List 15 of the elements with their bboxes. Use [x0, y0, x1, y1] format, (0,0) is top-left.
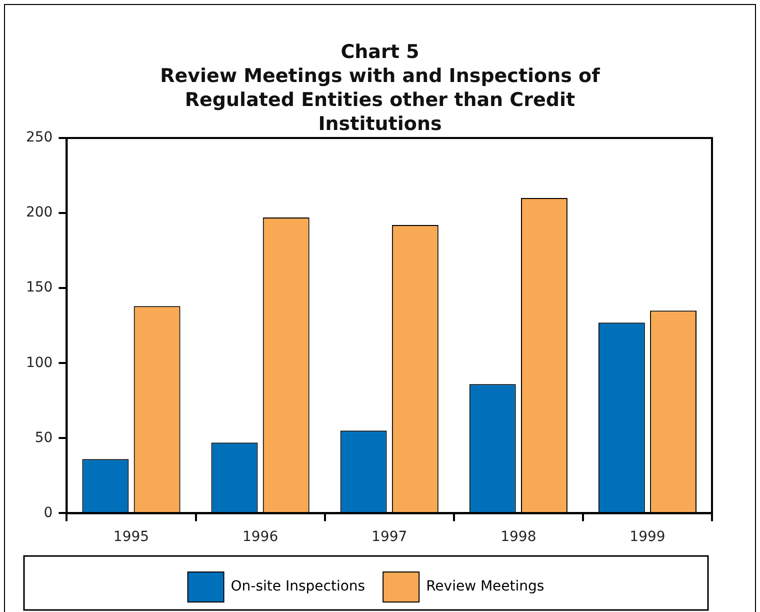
x-tick-label: 1999: [630, 529, 666, 546]
x-tick-label: 1995: [113, 529, 150, 546]
x-tick-label: 1996: [242, 529, 278, 546]
y-tick-label: 250: [26, 130, 53, 146]
y-tick-label: 50: [34, 430, 53, 446]
chart-subtitle: Review Meetings with and Inspections of Regulated Entities other than Credit Institutions: [159, 64, 601, 136]
y-tick-label: 100: [26, 354, 53, 371]
y-tick-label: 150: [26, 280, 53, 296]
y-tick-label: 0: [44, 504, 53, 521]
x-tick-label: 1997: [372, 529, 408, 546]
legend-label: On-site Inspections: [230, 578, 366, 595]
x-tick-label: 1998: [500, 529, 536, 546]
y-tick-label: 200: [26, 204, 53, 221]
chart-title: Chart 5: [340, 40, 420, 64]
legend-label: Review Meetings: [426, 578, 544, 595]
